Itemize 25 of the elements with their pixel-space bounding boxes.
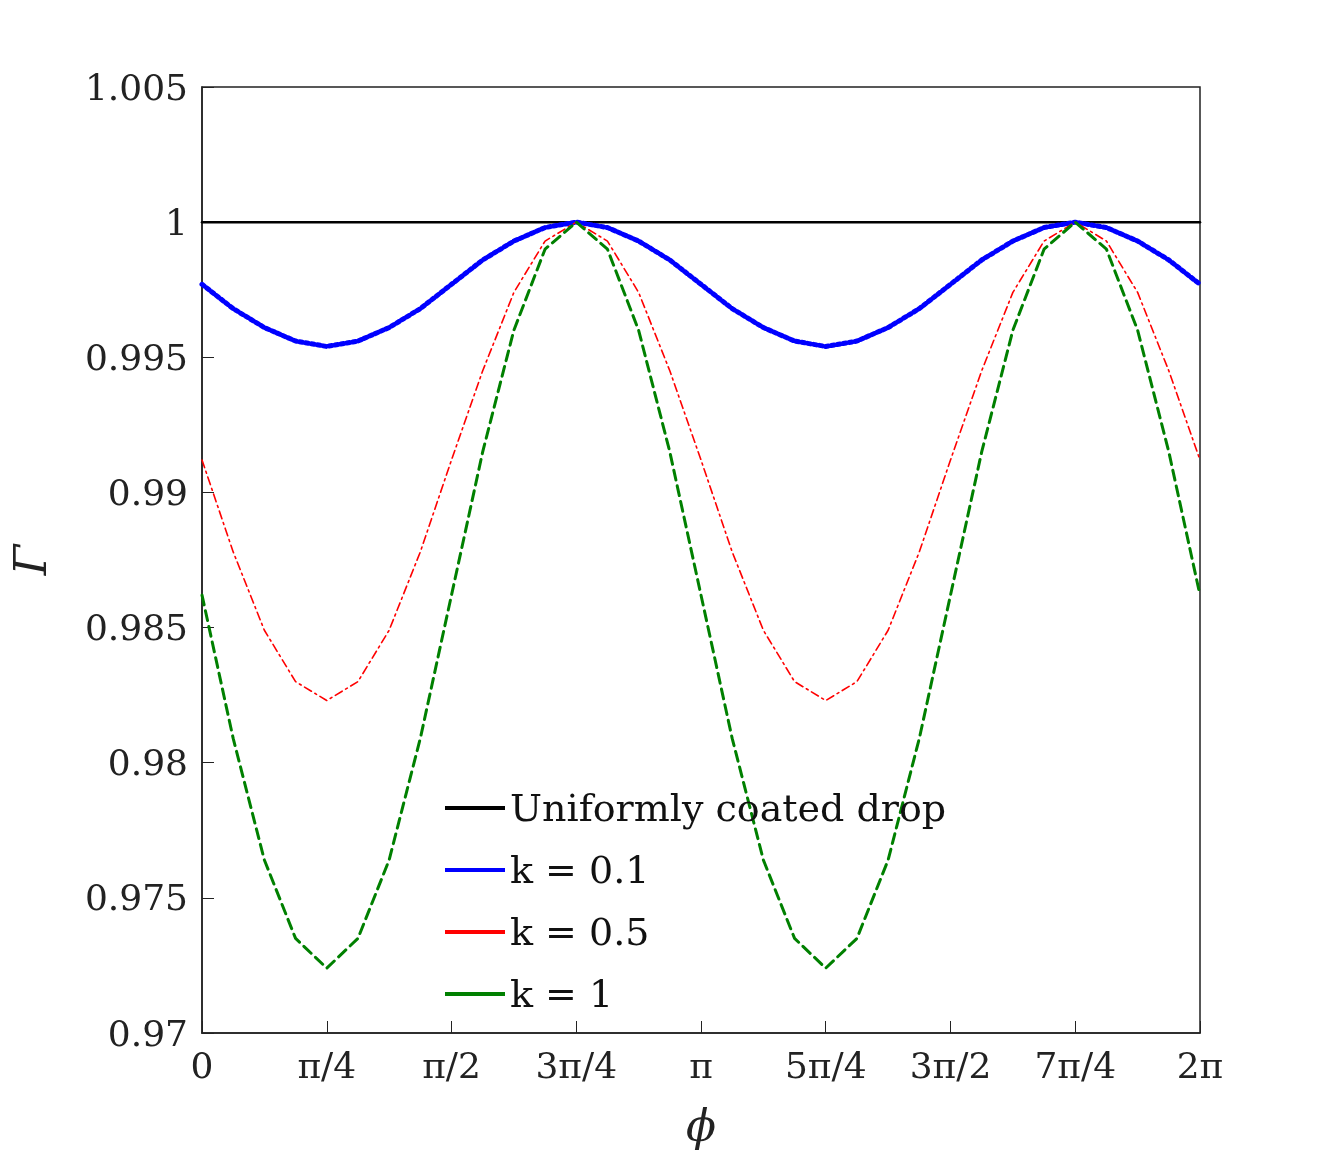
legend-label: Uniformly coated drop [510, 786, 947, 830]
x-tick-label: π/2 [422, 1044, 481, 1086]
y-tick-label: 0.985 [84, 607, 188, 649]
x-tick-label: π/4 [297, 1044, 357, 1086]
x-tick-label: π [689, 1044, 713, 1086]
x-tick-label: 3π/2 [909, 1044, 992, 1086]
y-tick-label: 0.98 [107, 742, 188, 784]
line-series [200, 220, 1202, 970]
x-tick-label: 0 [190, 1044, 214, 1086]
y-tick-label: 0.97 [107, 1012, 188, 1054]
legend-label: k = 0.5 [510, 910, 650, 954]
y-tick-label: 1.005 [84, 66, 188, 108]
x-axis-title: ϕ [686, 1099, 716, 1151]
y-axis-title: Γ [4, 543, 56, 577]
x-tick-label: 2π [1176, 1044, 1224, 1086]
x-tick-label: 3π/4 [535, 1044, 618, 1086]
legend-label: k = 1 [510, 972, 614, 1016]
y-tick-label: 0.99 [107, 471, 188, 513]
x-tick-label: 5π/4 [784, 1044, 867, 1086]
y-tick-label: 1 [165, 201, 188, 243]
legend-label: k = 0.1 [510, 848, 650, 892]
y-tick-label: 0.995 [84, 336, 188, 378]
y-tick-label: 0.975 [84, 877, 188, 919]
x-tick-label: 7π/4 [1034, 1044, 1117, 1086]
line-series [201, 221, 1201, 702]
